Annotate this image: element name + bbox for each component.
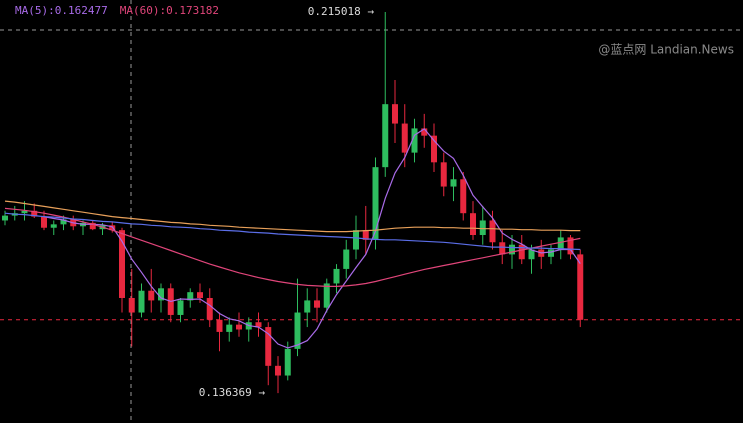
candle-body: [421, 128, 428, 136]
candle-body: [343, 249, 350, 269]
candle-body: [148, 290, 155, 301]
candle-body: [557, 237, 564, 250]
high-annotation: 0.215018 →: [308, 5, 375, 18]
candle-body: [528, 249, 535, 260]
low-annotation: 0.136369 →: [199, 386, 266, 399]
ma-line: [4, 200, 581, 233]
candle-body: [197, 292, 203, 298]
candle-body: [158, 288, 164, 301]
candle-body: [509, 244, 515, 255]
candle-body: [31, 210, 38, 217]
ma-line: [43, 128, 581, 349]
candle-body: [60, 219, 67, 225]
candle-body: [226, 324, 233, 332]
candle-body: [479, 220, 486, 235]
candle-body: [294, 312, 301, 349]
candle-body: [304, 300, 311, 313]
candle-body: [450, 179, 457, 187]
candle-body: [440, 162, 447, 187]
candle-body: [275, 365, 281, 376]
candle-body: [353, 230, 359, 250]
candle-body: [401, 123, 408, 153]
legend-entry: MA(5):0.162477: [15, 4, 108, 17]
candle-body: [138, 290, 145, 313]
candle-body: [2, 215, 8, 221]
candle-body: [41, 216, 47, 228]
candle-body: [372, 167, 379, 240]
candle-body: [284, 348, 291, 376]
ma-line: [4, 207, 581, 287]
candle-body: [323, 283, 330, 308]
candle-body: [431, 135, 437, 163]
candle-body: [518, 244, 525, 260]
candle-body: [314, 300, 320, 308]
watermark: @蓝点网 Landian.News: [598, 43, 734, 57]
ma-line: [4, 212, 581, 251]
candle-body: [119, 230, 125, 298]
candle-body: [460, 179, 467, 214]
candle-body: [392, 104, 398, 124]
candle-body: [21, 210, 28, 214]
candle-body: [236, 324, 242, 330]
candle-body: [187, 292, 194, 301]
candle-body: [548, 249, 554, 257]
candle-body: [255, 322, 262, 328]
candle-body: [177, 300, 184, 315]
candle-body: [89, 222, 96, 230]
candle-body: [382, 104, 389, 168]
candle-body: [489, 220, 496, 243]
candle-body: [265, 327, 272, 366]
candle-body: [411, 128, 418, 153]
candle-body: [206, 297, 213, 320]
candle-body: [499, 242, 506, 255]
candle-body: [333, 268, 340, 284]
candle-body: [128, 297, 135, 313]
legend-entry: MA(60):0.173182: [120, 4, 219, 17]
candle-body: [216, 319, 223, 332]
candle-body: [577, 254, 584, 320]
candle-body: [470, 213, 476, 235]
candle-body: [50, 224, 57, 228]
candle-body: [362, 230, 369, 240]
candle-body: [567, 237, 574, 255]
